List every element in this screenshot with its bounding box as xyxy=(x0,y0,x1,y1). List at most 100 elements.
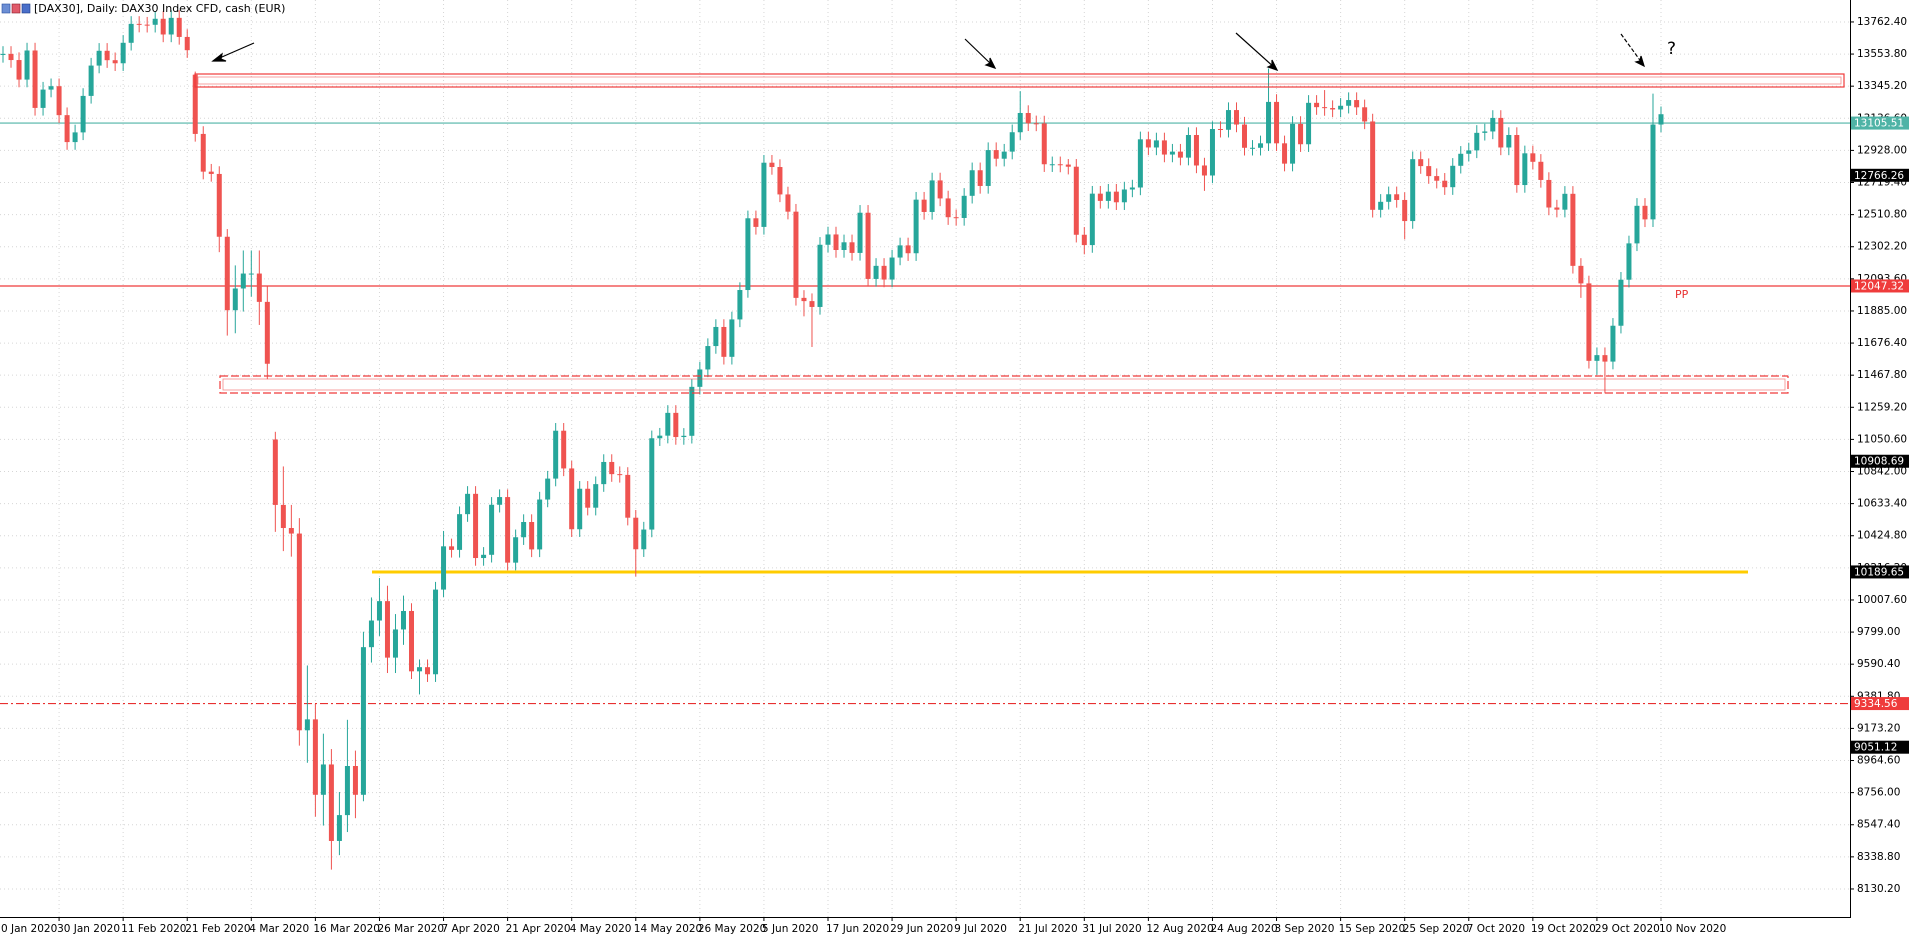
header: [DAX30], Daily: DAX30 Index CFD, cash (E… xyxy=(1,2,285,15)
candle-body xyxy=(1033,123,1039,125)
candle-body xyxy=(921,199,927,212)
candle-body xyxy=(1161,140,1167,155)
arrow xyxy=(1235,32,1276,69)
candle-body xyxy=(745,218,751,291)
x-tick-label: 26 Mar 2020 xyxy=(377,923,444,935)
price-box xyxy=(1851,565,1909,579)
candle-body xyxy=(336,815,342,841)
candle-body xyxy=(1274,101,1280,144)
candle-body xyxy=(1538,161,1544,180)
candle-body xyxy=(849,242,855,253)
x-tick-label: 15 Sep 2020 xyxy=(1339,923,1406,935)
x-tick-label: 24 Aug 2020 xyxy=(1210,923,1277,935)
candle-body xyxy=(120,42,126,64)
candle-body xyxy=(320,764,326,795)
candle-body xyxy=(232,288,238,311)
candle-body xyxy=(601,461,607,485)
x-tick-label: 7 Apr 2020 xyxy=(442,923,500,935)
price-box-label: 12766.26 xyxy=(1854,170,1904,182)
x-tick-label: 4 May 2020 xyxy=(570,923,632,935)
x-tick-label: 0 Jan 2020 xyxy=(1,923,57,935)
price-box-label: 10908.69 xyxy=(1854,456,1904,468)
candle-body xyxy=(729,319,735,357)
candle-body xyxy=(32,50,38,108)
candle-body xyxy=(1642,205,1648,220)
candle-body xyxy=(264,301,270,364)
candle-body xyxy=(384,601,390,658)
candle-body xyxy=(1562,193,1568,210)
candle-body xyxy=(1073,166,1079,235)
candle-body xyxy=(1322,107,1328,109)
candle-body xyxy=(1450,165,1456,188)
candle-body xyxy=(881,265,887,280)
candle-body xyxy=(993,150,999,159)
price-box xyxy=(1851,116,1909,130)
candle-body xyxy=(1634,205,1640,244)
resistance-zone xyxy=(194,73,1845,88)
candle-body xyxy=(721,326,727,357)
candle-body xyxy=(537,499,543,550)
candle-body xyxy=(136,23,142,25)
candle-body xyxy=(96,50,102,66)
y-tick-label: 11676.40 xyxy=(1857,337,1907,349)
x-tick-label: 29 Oct 2020 xyxy=(1595,923,1660,935)
candle-body xyxy=(112,60,118,64)
resistance-zone-inner xyxy=(197,76,1842,85)
candle-body xyxy=(1418,159,1424,167)
x-tick-label: 21 Feb 2020 xyxy=(185,923,250,935)
candle-body xyxy=(288,528,294,534)
candle-body xyxy=(1266,101,1272,144)
arrow-head xyxy=(1634,55,1645,68)
candle-body xyxy=(857,212,863,253)
candle-body xyxy=(481,554,487,559)
candle-body xyxy=(1185,135,1191,158)
candle-body xyxy=(633,517,639,550)
candle-body xyxy=(1570,193,1576,266)
candle-body xyxy=(1650,124,1656,220)
x-tick-label: 30 Jan 2020 xyxy=(57,923,120,935)
y-tick-label: 8130.20 xyxy=(1857,883,1900,895)
x-tick-label: 12 Aug 2020 xyxy=(1146,923,1213,935)
candle-body xyxy=(1049,164,1055,166)
x-tick-label: 31 Jul 2020 xyxy=(1082,923,1141,935)
candle-body xyxy=(1594,355,1600,361)
plot-area xyxy=(0,0,1850,917)
candle-body xyxy=(1001,151,1007,159)
candle-body xyxy=(529,522,535,550)
candle-body xyxy=(1618,279,1624,326)
candle-body xyxy=(1081,234,1087,246)
arrow-head xyxy=(984,57,997,70)
candle-body xyxy=(1097,193,1103,201)
candle-body xyxy=(657,435,663,439)
icon xyxy=(11,3,21,14)
candle-body xyxy=(1177,151,1183,158)
candle-body xyxy=(1506,135,1512,148)
candle-body xyxy=(368,620,374,648)
candle-body xyxy=(304,719,310,731)
y-tick-label: 13762.40 xyxy=(1857,16,1907,28)
candle-body xyxy=(1145,139,1151,148)
candle-body xyxy=(929,180,935,212)
candle-body xyxy=(913,199,919,254)
candle-body xyxy=(376,601,382,621)
candle-body xyxy=(1530,153,1536,162)
candle-body xyxy=(1354,100,1360,108)
candle-body xyxy=(417,667,423,672)
candle-body xyxy=(1474,132,1480,151)
candle-body xyxy=(1330,108,1336,110)
candle-body xyxy=(753,218,759,227)
y-tick-label: 9173.20 xyxy=(1857,722,1900,734)
candle-body xyxy=(617,474,623,476)
candle-body xyxy=(352,766,358,795)
candle-body xyxy=(705,346,711,370)
candle-body xyxy=(1306,102,1312,145)
candle-body xyxy=(1025,112,1031,124)
support-zone xyxy=(219,375,1789,394)
candle-body xyxy=(176,17,182,37)
candle-body xyxy=(328,764,334,841)
candle-body xyxy=(72,132,78,143)
price-box xyxy=(1851,697,1909,711)
candle-body xyxy=(1065,164,1071,167)
